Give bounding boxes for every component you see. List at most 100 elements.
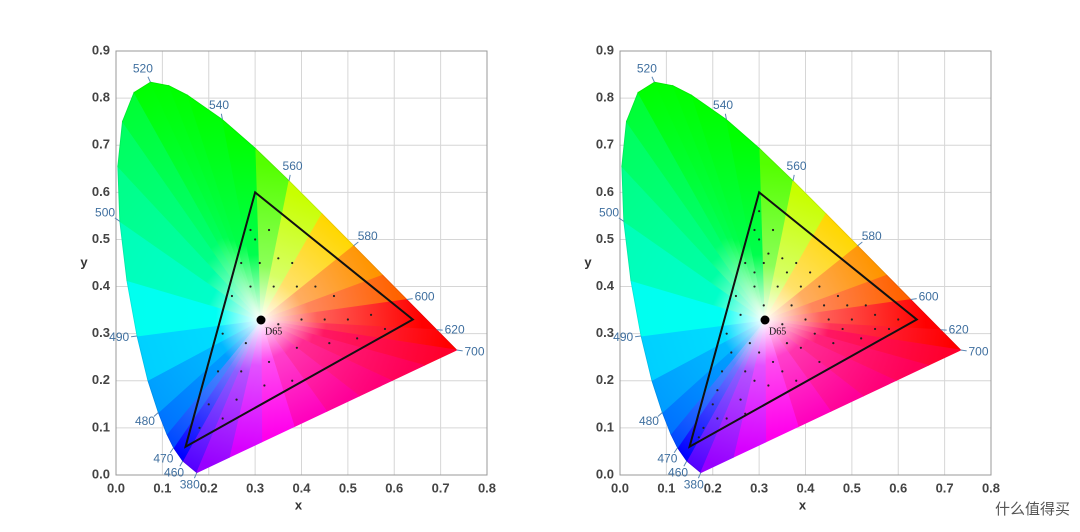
- x-tick-label: 0.4: [796, 480, 815, 495]
- wavelength-label: 490: [109, 330, 129, 344]
- wavelength-tick: [456, 349, 463, 352]
- y-tick-label: 0.0: [596, 466, 614, 481]
- wavelength-tick: [131, 335, 138, 338]
- sample-point: [790, 304, 793, 307]
- sample-point: [753, 379, 756, 382]
- wavelength-label: 380: [180, 478, 200, 492]
- sample-point: [272, 285, 275, 288]
- sample-point: [748, 341, 751, 345]
- wavelength-tick: [153, 412, 159, 417]
- sample-point: [734, 294, 738, 298]
- y-tick-label: 0.8: [92, 90, 110, 105]
- sample-point: [799, 346, 802, 349]
- x-axis-label: x: [799, 497, 807, 512]
- wavelength-tick: [683, 460, 688, 467]
- wavelength-tick: [857, 241, 863, 247]
- sample-point: [240, 370, 243, 373]
- sample-point: [795, 379, 798, 382]
- y-tick-label: 0.3: [92, 325, 110, 340]
- wavelength-label: 700: [968, 344, 988, 358]
- sample-point: [864, 304, 867, 307]
- wavelength-label: 480: [639, 414, 659, 428]
- wavelength-tick: [635, 335, 642, 338]
- wavelength-label: 540: [209, 98, 229, 112]
- wavelength-label: 540: [713, 98, 733, 112]
- y-tick-label: 0.0: [92, 466, 110, 481]
- wavelength-tick: [697, 472, 702, 479]
- wavelength-label: 480: [135, 414, 155, 428]
- sample-point: [758, 351, 761, 354]
- sample-point: [346, 318, 349, 321]
- white-point: [760, 315, 770, 325]
- sample-point: [244, 341, 247, 345]
- sample-point: [809, 271, 812, 274]
- sample-point: [776, 285, 779, 288]
- sample-point: [332, 294, 336, 298]
- sample-point: [730, 351, 733, 354]
- x-tick-label: 0.8: [478, 480, 496, 495]
- wavelength-label: 560: [283, 159, 303, 173]
- sample-point: [818, 360, 821, 364]
- sample-point: [795, 261, 798, 265]
- wavelength-tick: [147, 76, 151, 83]
- x-tick-label: 0.7: [936, 480, 954, 495]
- white-point-label: D65: [769, 326, 786, 337]
- sample-point: [277, 323, 280, 326]
- y-tick-label: 0.6: [92, 184, 110, 199]
- sample-point: [739, 313, 742, 316]
- wavelength-tick: [618, 217, 625, 222]
- wavelength-label: 580: [358, 229, 378, 243]
- x-tick-label: 0.1: [153, 480, 171, 495]
- wavelength-tick: [169, 447, 174, 454]
- x-tick-label: 0.2: [704, 480, 722, 495]
- wavelength-tick: [220, 113, 223, 120]
- sample-point: [836, 294, 840, 298]
- gamut-fill-wedge: [195, 319, 262, 474]
- sample-point: [771, 360, 775, 364]
- x-tick-label: 0.6: [385, 480, 403, 495]
- spectral-fill: [117, 81, 459, 474]
- plot-frame: [619, 50, 992, 476]
- wavelength-label: 490: [613, 330, 633, 344]
- sample-point: [785, 271, 789, 274]
- sample-point: [254, 238, 257, 241]
- y-tick-label: 0.9: [596, 42, 614, 57]
- wavelength-tick: [651, 76, 655, 83]
- x-tick-label: 0.6: [889, 480, 907, 495]
- sample-point: [716, 417, 719, 420]
- sample-point: [725, 417, 728, 420]
- watermark: 什么值得买: [995, 501, 1070, 518]
- y-tick-label: 0.8: [596, 90, 614, 105]
- sample-point: [328, 341, 331, 345]
- sample-point: [249, 228, 252, 232]
- sample-point: [753, 271, 756, 274]
- sample-point: [356, 337, 359, 340]
- sample-point: [300, 318, 303, 321]
- wavelength-tick: [114, 217, 121, 222]
- sample-point: [799, 285, 802, 288]
- wavelength-tick: [657, 412, 663, 417]
- wavelength-label: 500: [599, 206, 619, 220]
- sample-point: [216, 370, 220, 373]
- sample-point: [818, 285, 821, 288]
- sample-point: [716, 389, 719, 392]
- wavelength-tick: [179, 460, 184, 467]
- wavelength-tick: [406, 298, 413, 301]
- wavelength-label: 620: [445, 323, 465, 337]
- wavelength-tick: [910, 298, 917, 301]
- wavelength-label: 520: [133, 62, 153, 76]
- y-tick-label: 0.1: [596, 419, 614, 434]
- x-tick-label: 0.4: [292, 480, 311, 495]
- sample-point: [267, 360, 271, 364]
- sample-point: [785, 341, 789, 345]
- spectral-locus: [621, 81, 962, 474]
- sample-point: [198, 426, 201, 429]
- sample-point: [240, 261, 243, 265]
- wavelength-label: 460: [164, 465, 184, 479]
- y-tick-label: 0.2: [596, 372, 614, 387]
- y-tick-label: 0.4: [92, 278, 111, 293]
- wavelength-tick: [792, 174, 795, 181]
- sample-point: [221, 417, 224, 420]
- y-tick-label: 0.3: [596, 325, 614, 340]
